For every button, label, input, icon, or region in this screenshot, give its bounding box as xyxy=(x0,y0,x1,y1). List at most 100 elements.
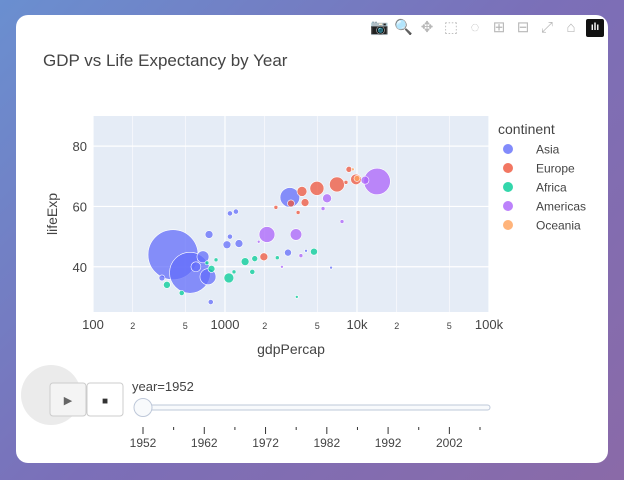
x-tick-label: 2 xyxy=(394,321,399,331)
bubble-asia[interactable] xyxy=(234,239,244,248)
bubbles-layer[interactable] xyxy=(147,166,391,305)
bubble-asia[interactable] xyxy=(227,233,233,240)
plotly-logo-icon[interactable]: ılı xyxy=(586,19,604,37)
pan-icon[interactable]: ✥ xyxy=(420,19,434,36)
bubble-asia[interactable] xyxy=(204,230,214,239)
bubble-asia[interactable] xyxy=(196,250,210,264)
y-tick-label: 40 xyxy=(73,260,87,275)
x-tick-label: 100k xyxy=(475,317,504,332)
bubble-europe[interactable] xyxy=(343,180,349,185)
legend-item-europe[interactable]: Europe xyxy=(503,162,575,176)
legend-marker xyxy=(503,163,513,173)
y-tick-label: 60 xyxy=(73,199,87,214)
play-button[interactable]: ▶ xyxy=(49,382,87,417)
x-tick-label: 2 xyxy=(262,321,267,331)
plot: GDP vs Life Expectancy by Year 100 2 5 1000… xyxy=(21,51,586,450)
bubble-asia[interactable] xyxy=(279,187,300,208)
zoom-in-icon[interactable]: ⊞ xyxy=(492,19,506,36)
box-select-icon[interactable]: ⬚ xyxy=(443,19,459,36)
bubble-americas[interactable] xyxy=(256,239,261,244)
bubble-asia[interactable] xyxy=(304,248,308,253)
bubble-africa[interactable] xyxy=(251,255,259,262)
lasso-select-icon[interactable]: ◌ xyxy=(470,19,480,36)
bubble-africa[interactable] xyxy=(204,260,210,266)
bubble-americas[interactable] xyxy=(320,206,326,211)
zoom-out-icon[interactable]: ⊟ xyxy=(516,19,530,36)
x-tick-label: 5 xyxy=(447,321,452,331)
bubble-americas[interactable] xyxy=(298,253,304,258)
bubble-asia[interactable] xyxy=(207,299,214,305)
legend-item-asia[interactable]: Asia xyxy=(503,143,560,157)
bubble-asia[interactable] xyxy=(227,210,233,217)
camera-icon[interactable]: 📷 xyxy=(370,19,389,36)
bubble-asia[interactable] xyxy=(158,274,166,282)
autoscale-icon[interactable]: ⤢ xyxy=(540,19,553,36)
y-tick-label: 80 xyxy=(73,139,87,154)
bubble-europe[interactable] xyxy=(296,186,308,197)
bubble-africa[interactable] xyxy=(240,257,250,266)
bubble-asia[interactable] xyxy=(284,248,292,257)
bubble-europe[interactable] xyxy=(295,210,301,215)
x-axis-title: gdpPercap xyxy=(257,341,325,357)
bubble-africa[interactable] xyxy=(310,247,318,256)
slider-tick-label: 1992 xyxy=(375,436,402,450)
bubble-europe[interactable] xyxy=(329,176,345,193)
bubble-oceania[interactable] xyxy=(351,167,355,172)
bubble-africa[interactable] xyxy=(163,281,171,289)
bubble-asia[interactable] xyxy=(329,265,333,270)
x-tick-label: 5 xyxy=(315,321,320,331)
bubble-asia[interactable] xyxy=(222,240,232,250)
legend-label: Africa xyxy=(536,181,567,195)
slider-tick-label: 2002 xyxy=(436,436,463,450)
bubble-europe[interactable] xyxy=(259,252,269,262)
bubble-americas[interactable] xyxy=(322,193,332,204)
plot-area[interactable] xyxy=(93,116,489,312)
zoom-icon[interactable]: 🔍 xyxy=(394,19,413,36)
bubble-africa[interactable] xyxy=(295,295,299,299)
legend-item-africa[interactable]: Africa xyxy=(503,181,567,195)
slider-track[interactable] xyxy=(134,404,491,411)
bubble-europe[interactable] xyxy=(300,198,310,207)
bubble-africa[interactable] xyxy=(223,272,235,284)
bubble-africa[interactable] xyxy=(213,257,219,263)
legend-label: Oceania xyxy=(536,219,581,233)
legend-item-oceania[interactable]: Oceania xyxy=(503,219,581,233)
bubble-europe[interactable] xyxy=(287,199,295,208)
legend-label: Europe xyxy=(536,162,575,176)
bubble-americas[interactable] xyxy=(339,219,345,224)
year-slider[interactable]: ▶ ■ year=1952 1952 1962 1972 1982 1992 2002 xyxy=(21,365,491,450)
bubble-africa[interactable] xyxy=(231,269,237,275)
play-icon: ▶ xyxy=(64,395,73,407)
slider-tick-label: 1952 xyxy=(130,436,157,450)
slider-tick-label: 1982 xyxy=(313,436,340,450)
legend-marker xyxy=(503,182,513,192)
legend-title: continent xyxy=(498,121,555,137)
bubble-africa[interactable] xyxy=(207,265,216,273)
y-axis-title: lifeExp xyxy=(44,193,60,235)
bubble-africa[interactable] xyxy=(274,255,280,261)
legend-marker xyxy=(503,144,513,154)
bubble-asia[interactable] xyxy=(190,261,202,273)
bubble-americas[interactable] xyxy=(360,175,370,185)
bubble-africa[interactable] xyxy=(249,268,256,275)
slider-tick-label: 1962 xyxy=(191,436,218,450)
bubble-americas[interactable] xyxy=(258,226,276,243)
modebar: 📷 🔍 ✥ ⬚ ◌ ⊞ ⊟ ⤢ ⌂ ılı xyxy=(370,19,604,37)
bubble-americas[interactable] xyxy=(289,228,303,241)
legend-marker xyxy=(503,201,513,211)
bubble-europe[interactable] xyxy=(309,181,325,196)
slider-handle[interactable] xyxy=(133,398,153,417)
bubble-oceania[interactable] xyxy=(353,175,361,182)
bubble-africa[interactable] xyxy=(178,290,185,296)
slider-current-value: year=1952 xyxy=(132,379,194,394)
x-tick-label: 1000 xyxy=(211,317,240,332)
bubble-europe[interactable] xyxy=(273,205,279,210)
bubble-asia[interactable] xyxy=(233,208,239,215)
stop-icon: ■ xyxy=(102,396,108,407)
stop-button[interactable]: ■ xyxy=(86,382,124,417)
legend-label: Asia xyxy=(536,143,560,157)
bubble-americas[interactable] xyxy=(280,264,284,269)
chart-title: GDP vs Life Expectancy by Year xyxy=(43,51,288,70)
home-icon[interactable]: ⌂ xyxy=(566,19,576,36)
legend-item-americas[interactable]: Americas xyxy=(503,200,586,214)
